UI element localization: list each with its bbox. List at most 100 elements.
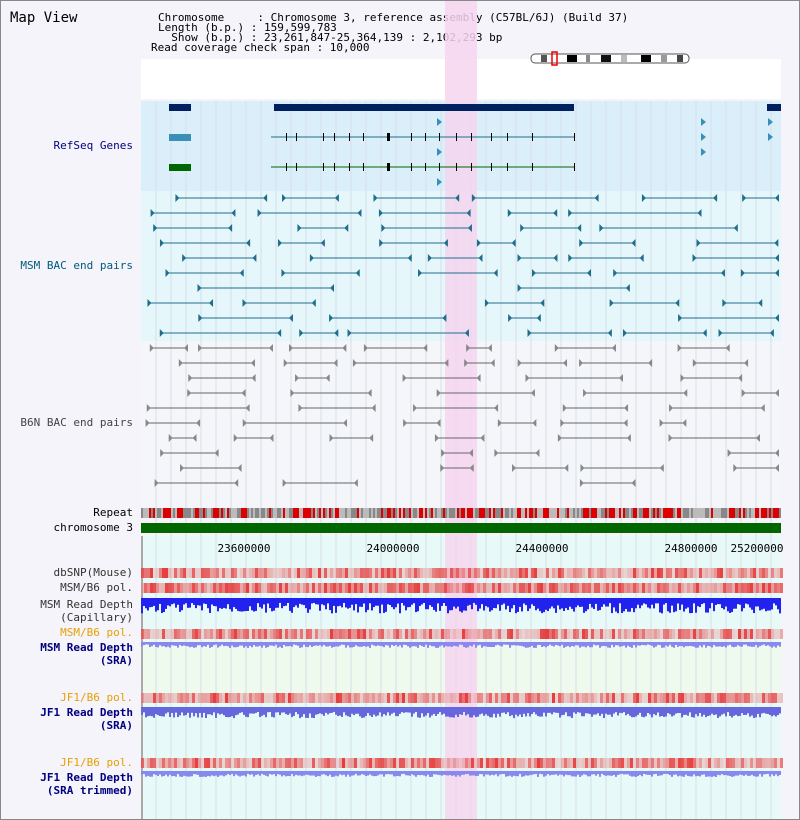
read-depth-bar [611,707,613,717]
read-depth-bar [143,598,145,607]
polymorphism-mark [294,629,297,639]
polymorphism-mark [372,583,375,593]
polymorphism-mark [240,568,243,578]
read-depth-bar [575,771,577,777]
polymorphism-mark [207,583,210,593]
exon-mark [439,133,440,141]
polymorphism-mark [315,758,318,768]
repeat-mark [693,508,695,518]
repeat-mark [449,508,451,518]
bac-end-marker [209,299,214,307]
polymorphism-mark [738,758,741,768]
polymorphism-mark [732,629,735,639]
read-depth-bar [189,598,191,608]
read-depth-bar [543,598,545,613]
repeat-mark [439,508,441,518]
repeat-mark [353,508,355,518]
repeat-mark [725,508,727,518]
bac-end-marker [182,254,187,262]
repeat-mark [365,508,367,518]
read-depth-bar [739,707,741,716]
polymorphism-mark [693,568,696,578]
repeat-mark [185,508,187,518]
read-depth-bar [445,598,447,606]
read-depth-bar [733,771,735,777]
read-depth-bar [433,771,435,775]
repeat-mark [407,508,409,518]
read-depth-bar [347,598,349,609]
repeat-mark [607,508,609,518]
gene-arrow [437,118,442,126]
polymorphism-mark [411,568,414,578]
read-depth-bar [721,771,723,775]
polymorphism-mark [726,583,729,593]
polymorphism-mark [585,629,588,639]
repeat-mark [343,508,345,518]
read-depth-bar [219,642,221,647]
read-depth-bar [717,642,719,647]
read-depth-bar [549,771,551,776]
bac-end-marker [611,344,616,352]
read-depth-bar [295,707,297,713]
bac-end-marker [342,344,347,352]
read-depth-bar [457,771,459,776]
repeat-mark [253,508,255,518]
polymorphism-mark [714,758,717,768]
ideogram-band [601,55,611,62]
read-depth-bar [465,771,467,775]
read-depth-bar [161,707,163,717]
read-depth-bar [309,771,311,776]
bac-end-marker [150,209,155,217]
polymorphism-mark [510,568,513,578]
read-depth-bar [765,642,767,646]
polymorphism-mark [546,568,549,578]
polymorphism-mark [282,583,285,593]
polymorphism-mark [504,568,507,578]
read-depth-bar [301,598,303,605]
polymorphism-mark [537,693,540,703]
repeat-mark [367,508,369,518]
polymorphism-mark [516,693,519,703]
read-depth-bar [187,642,189,647]
polymorphism-mark [360,629,363,639]
read-depth-bar [207,771,209,776]
polymorphism-mark [651,583,654,593]
read-depth-bar [609,598,611,604]
polymorphism-mark [531,583,534,593]
polymorphism-mark [375,568,378,578]
bac-end-marker [233,434,238,442]
read-depth-bar [191,771,193,777]
bac-end-marker [149,344,154,352]
read-depth-bar [259,707,261,718]
bac-end-marker [607,329,612,337]
read-depth-bar [535,598,537,611]
polymorphism-mark [318,568,321,578]
read-depth-bar [653,707,655,715]
polymorphism-mark [546,629,549,639]
polymorphism-mark [672,568,675,578]
polymorphism-mark [153,693,156,703]
read-depth-bar [371,707,373,717]
polymorphism-mark [756,758,759,768]
polymorphism-mark [378,629,381,639]
read-depth-bar [649,771,651,775]
polymorphism-mark [360,693,363,703]
polymorphism-mark [678,693,681,703]
polymorphism-mark [450,568,453,578]
polymorphism-mark [519,629,522,639]
polymorphism-mark [219,629,222,639]
read-depth-bar [753,771,755,777]
repeat-mark [507,508,509,518]
repeat-mark [573,508,575,518]
polymorphism-mark [327,583,330,593]
repeat-mark [337,508,339,518]
read-depth-bar [767,707,769,715]
repeat-mark [401,508,403,518]
polymorphism-mark [762,568,765,578]
polymorphism-mark [585,583,588,593]
polymorphism-mark [525,693,528,703]
gene-arrow [768,133,773,141]
read-depth-bar [449,642,451,647]
polymorphism-mark [525,758,528,768]
